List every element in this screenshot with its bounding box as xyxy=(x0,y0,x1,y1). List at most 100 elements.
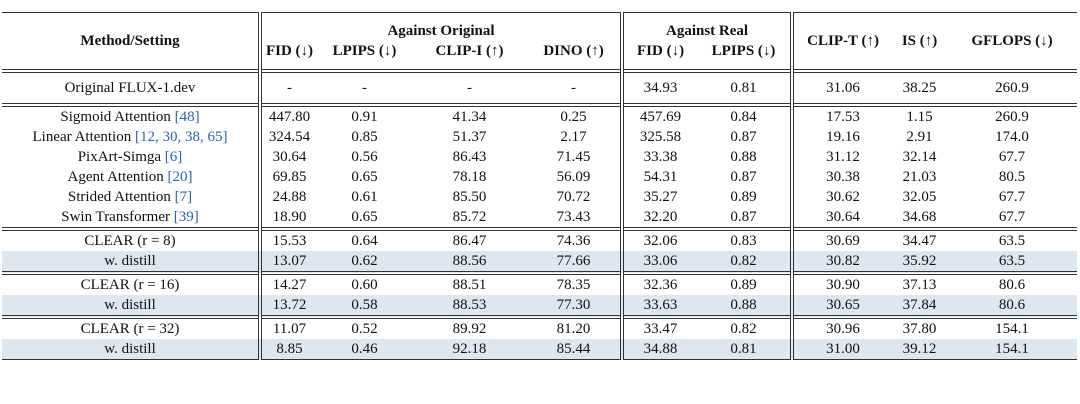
method-cell: PixArt-Simga [6] xyxy=(2,147,260,167)
method-cell: Swin Transformer [39] xyxy=(2,207,260,229)
value-cell: 38.25 xyxy=(892,69,948,105)
value-cell: 69.85 xyxy=(258,167,317,187)
value-cell: 0.87 xyxy=(730,208,757,225)
value-cell: 2.91 xyxy=(906,128,933,145)
method-name: Strided Attention xyxy=(67,188,171,205)
value-cell: 0.65 xyxy=(351,208,378,225)
value-cell: 92.18 xyxy=(412,339,527,360)
value-cell: 32.36 xyxy=(620,271,698,295)
value-cell: 260.9 xyxy=(947,69,1078,105)
value-cell: 15.53 xyxy=(258,227,317,251)
value-cell: - xyxy=(412,69,527,105)
column-header: LPIPS (↓) xyxy=(332,42,397,59)
value-cell: 31.12 xyxy=(790,147,893,167)
citation: [48] xyxy=(174,108,200,125)
value-cell: 33.06 xyxy=(620,251,698,273)
value-cell: 0.85 xyxy=(351,128,378,145)
column-header: CLIP-T (↑) xyxy=(790,12,893,71)
header-row: Method/Setting Against Original Against Re… xyxy=(2,12,1078,71)
value-cell: 17.53 xyxy=(790,103,893,127)
value-cell: 51.37 xyxy=(452,128,487,145)
value-cell: 54.31 xyxy=(620,167,698,187)
value-cell: 39.12 xyxy=(892,339,948,360)
column-header: LPIPS (↓) xyxy=(711,42,776,59)
value-cell: 89.92 xyxy=(412,315,527,339)
table-row: PixArt-Simga [6] 30.64 0.56 86.43 71.45 33.38… xyxy=(2,147,1077,167)
method-cell: Linear Attention [12, 30, 38, 65] xyxy=(2,127,260,147)
value-cell: 86.43 xyxy=(452,148,487,165)
value-cell: 85.50 xyxy=(452,188,487,205)
method-name: PixArt-Simga xyxy=(77,148,162,165)
value-cell: 0.60 xyxy=(317,271,412,295)
value-cell: 56.09 xyxy=(556,168,591,185)
table-header: Method/Setting Against Original Against Re… xyxy=(2,12,1078,71)
table-row: CLEAR (r = 16) 14.27 0.60 88.51 78.35 32.36 0.… xyxy=(2,271,1078,295)
value-cell: 88.53 xyxy=(412,295,527,317)
method-cell: w. distill xyxy=(2,339,260,360)
value-cell: 32.06 xyxy=(620,227,698,251)
group-header: Against Original xyxy=(257,12,623,41)
value-cell: 2.17 xyxy=(560,128,587,145)
value-cell: 0.61 xyxy=(351,188,378,205)
value-cell: 0.84 xyxy=(697,103,793,127)
method-name: w. distill xyxy=(104,340,156,357)
value-cell: 154.1 xyxy=(947,339,1078,360)
value-cell: 30.82 xyxy=(790,251,893,273)
value-cell: 260.9 xyxy=(947,103,1078,127)
value-cell: 33.47 xyxy=(620,315,698,339)
value-cell: 0.64 xyxy=(317,227,412,251)
value-cell: 30.69 xyxy=(790,227,893,251)
value-cell: 0.88 xyxy=(697,295,793,317)
column-header: IS (↑) xyxy=(892,12,948,71)
value-cell: 37.80 xyxy=(892,315,948,339)
value-cell: 81.20 xyxy=(527,315,623,339)
value-cell: 88.51 xyxy=(412,271,527,295)
method-cell: w. distill xyxy=(2,295,260,317)
method-cell: CLEAR (r = 32) xyxy=(2,315,260,339)
method-cell: CLEAR (r = 16) xyxy=(2,271,260,295)
method-cell: Sigmoid Attention [48] xyxy=(2,103,260,127)
value-cell: 18.90 xyxy=(258,207,317,229)
value-cell: 80.6 xyxy=(947,271,1078,295)
table-row: Original FLUX-1.dev - - - -34.93 0.81 31.06 38.… xyxy=(2,69,1078,105)
value-cell: 63.5 xyxy=(947,227,1078,251)
table-row: w. distill 13.07 0.62 88.56 77.66 33.06 0.82 30… xyxy=(2,251,1078,273)
table-row: Agent Attention [20] 69.85 0.65 78.18 56.09 5… xyxy=(2,167,1077,187)
value-cell: 80.5 xyxy=(998,168,1026,185)
column-header: FID (↓) xyxy=(258,41,317,71)
value-cell: 80.6 xyxy=(947,295,1078,317)
value-cell: 33.38 xyxy=(620,147,698,167)
citation: [12, 30, 38, 65] xyxy=(134,128,228,145)
method-cell: Agent Attention [20] xyxy=(2,167,260,187)
method-cell: CLEAR (r = 8) xyxy=(2,227,260,251)
value-cell: 19.16 xyxy=(790,127,893,147)
value-cell: 30.90 xyxy=(790,271,893,295)
table-row: Swin Transformer [39] 18.90 0.65 85.72 73.43… xyxy=(2,207,1077,229)
value-cell: 154.1 xyxy=(947,315,1078,339)
value-cell: 34.88 xyxy=(620,339,698,360)
method-name: CLEAR (r = 8) xyxy=(84,232,176,249)
citation: [20] xyxy=(167,168,193,185)
value-cell: 35.27 xyxy=(620,187,698,207)
value-cell: 0.65 xyxy=(351,168,378,185)
value-cell: 0.82 xyxy=(697,251,793,273)
citation: [7] xyxy=(174,188,193,205)
header-row: FID (↓) LPIPS (↓) CLIP-I (↑) DINO (↑) FID (↓… xyxy=(2,41,1077,71)
table-row: CLEAR (r = 32) 11.07 0.52 89.92 81.20 33.47 0.… xyxy=(2,315,1078,339)
value-cell: 30.38 xyxy=(790,167,893,187)
value-cell: 8.85 xyxy=(258,339,317,360)
value-cell: 30.62 xyxy=(790,187,893,207)
value-cell: 0.58 xyxy=(317,295,412,317)
value-cell: 30.96 xyxy=(790,315,893,339)
value-cell: 85.44 xyxy=(527,339,623,360)
column-header: GFLOPS (↓) xyxy=(947,12,1078,71)
value-cell: 0.83 xyxy=(697,227,793,251)
value-cell: 0.62 xyxy=(317,251,412,273)
value-cell: 0.56 xyxy=(351,148,378,165)
column-header: Method/Setting xyxy=(2,12,260,71)
value-cell: 37.84 xyxy=(892,295,948,317)
method-name: CLEAR (r = 32) xyxy=(80,320,180,337)
table-row: w. distill 8.85 0.46 92.18 85.44 34.88 0.81 31.… xyxy=(2,339,1078,360)
value-cell: 0.46 xyxy=(317,339,412,360)
